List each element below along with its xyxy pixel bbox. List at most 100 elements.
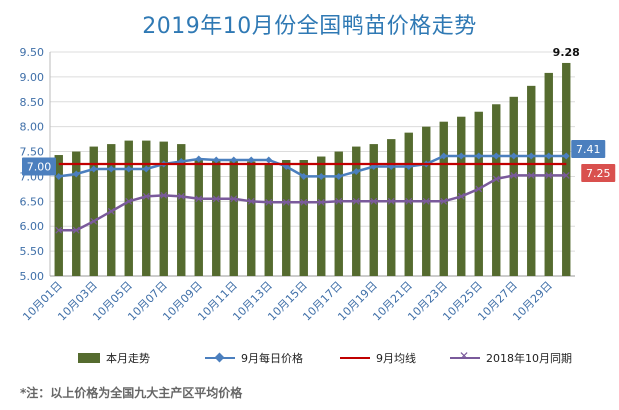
diamond-marker — [55, 172, 63, 180]
diamond-marker — [440, 152, 448, 160]
diamond-marker — [195, 155, 203, 163]
legend-swatch-diamond — [205, 352, 235, 364]
diamond-marker — [527, 152, 535, 160]
x-marker — [405, 197, 413, 205]
diamond-marker — [510, 152, 518, 160]
diamond-marker — [352, 167, 360, 175]
bar — [142, 140, 151, 276]
x-marker — [317, 198, 325, 206]
x-marker — [125, 197, 133, 205]
x-marker — [55, 226, 63, 234]
bar — [334, 151, 343, 276]
x-marker — [212, 195, 220, 203]
x-marker — [562, 172, 570, 179]
bar — [299, 160, 308, 276]
data-label: 7.00 — [27, 160, 52, 173]
x-marker — [230, 195, 238, 203]
x-marker — [422, 197, 430, 205]
x-marker — [72, 226, 80, 234]
diamond-marker — [562, 152, 570, 160]
diamond-marker — [335, 172, 343, 180]
bar — [527, 85, 536, 276]
bar — [264, 164, 273, 276]
bar — [54, 155, 63, 276]
bar — [474, 111, 483, 276]
bar — [124, 140, 133, 276]
data-label: 9.28 — [553, 46, 580, 59]
bar — [317, 156, 326, 276]
series-line — [58, 154, 567, 178]
legend-label: 9月均线 — [376, 352, 416, 365]
bar — [492, 104, 501, 277]
data-label-box — [22, 157, 56, 176]
diamond-marker — [545, 152, 553, 160]
x-marker — [160, 191, 168, 199]
y-tick-label: 6.50 — [20, 195, 45, 208]
x-marker — [475, 185, 483, 193]
diamond-marker — [300, 172, 308, 180]
y-tick-label: 9.50 — [20, 46, 45, 59]
legend-swatch-red-line — [340, 352, 370, 364]
diamond-marker — [475, 152, 483, 160]
legend-item-bar: 本月走势 — [78, 350, 150, 366]
legend-swatch-x: ✕ — [450, 349, 480, 364]
x-marker — [457, 192, 465, 200]
legend-item-2018: ✕ 2018年10月同期 — [450, 349, 572, 366]
x-marker — [492, 175, 500, 183]
x-marker — [352, 197, 360, 205]
diamond-marker — [317, 172, 325, 180]
x-marker — [387, 197, 395, 205]
bar — [177, 144, 186, 276]
bar — [352, 146, 361, 276]
x-marker — [247, 197, 255, 205]
y-tick-label: 5.50 — [20, 245, 45, 258]
legend-label: 9月每日价格 — [241, 352, 303, 365]
x-marker — [370, 197, 378, 205]
bar — [404, 132, 413, 276]
diamond-marker — [142, 165, 150, 173]
x-marker — [177, 192, 185, 200]
y-tick-label: 6.00 — [20, 220, 45, 233]
x-marker — [440, 197, 448, 205]
x-marker — [510, 172, 518, 179]
x-marker — [142, 192, 150, 200]
diamond-marker — [212, 156, 220, 164]
bar — [247, 161, 256, 276]
bar — [509, 96, 518, 276]
diamond-marker — [230, 156, 238, 164]
footnote: *注：以上价格为全国九大主产区平均价格 — [20, 386, 243, 400]
diamond-marker — [247, 156, 255, 164]
x-marker — [300, 198, 308, 206]
diamond-marker — [492, 152, 500, 160]
legend-label: 本月走势 — [106, 352, 150, 365]
bar — [439, 121, 448, 276]
x-marker — [90, 217, 98, 225]
y-tick-label: 8.00 — [20, 121, 45, 134]
bar — [369, 144, 378, 276]
bar — [229, 160, 238, 276]
data-label-box — [571, 140, 606, 159]
x-marker — [335, 197, 343, 205]
bar — [282, 160, 291, 276]
bar — [72, 151, 81, 276]
bar — [159, 141, 168, 276]
chart-legend: 本月走势 9月每日价格 9月均线 ✕ 2018年10月同期 — [0, 349, 619, 370]
bar — [194, 159, 203, 276]
diamond-marker — [457, 152, 465, 160]
chart-title: 2019年10月份全国鸭苗价格走势 — [142, 14, 477, 39]
y-tick-label: 7.50 — [20, 146, 45, 159]
data-label: 7.41 — [576, 143, 601, 156]
legend-item-sept-daily: 9月每日价格 — [205, 350, 303, 366]
x-marker — [107, 207, 115, 215]
series-line — [58, 174, 567, 232]
x-marker — [265, 198, 273, 206]
diamond-marker — [72, 170, 80, 178]
diamond-marker — [125, 165, 133, 173]
x-marker — [195, 195, 203, 203]
data-label-box — [581, 164, 616, 182]
bar — [562, 62, 571, 276]
x-marker — [527, 172, 535, 179]
legend-label: 2018年10月同期 — [486, 352, 572, 365]
diamond-marker — [265, 156, 273, 164]
y-tick-label: 8.50 — [20, 96, 45, 109]
